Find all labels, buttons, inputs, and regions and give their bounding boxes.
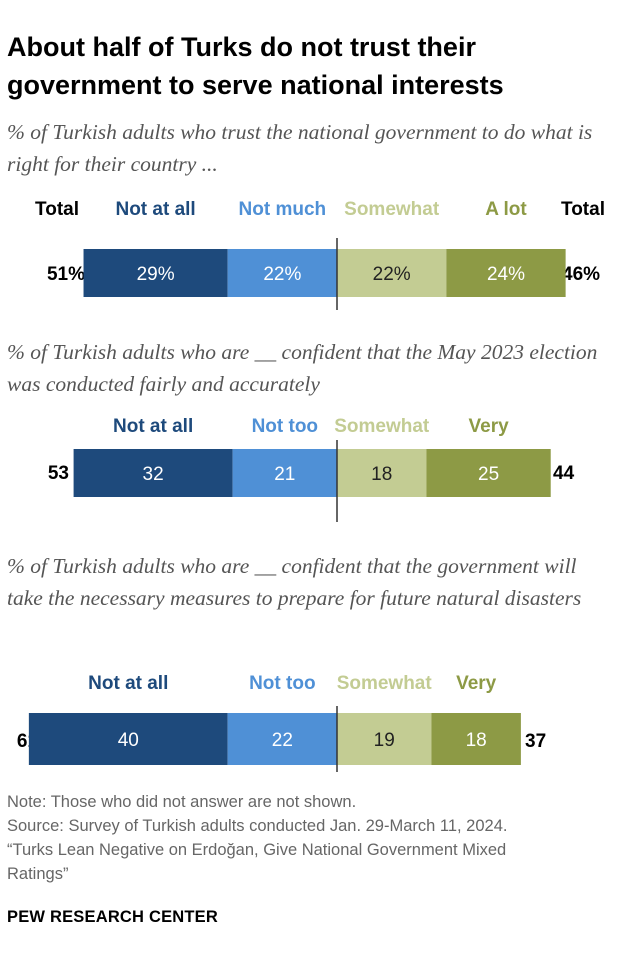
chart-1-legend-cat-1: Not much	[238, 199, 327, 220]
chart-1-total-header-left: Total	[35, 199, 79, 220]
chart-2-legend-cat-2: Somewhat	[334, 416, 430, 437]
chart-1-bar-somewhat	[337, 249, 447, 297]
chart-1-data-label-0: 29%	[137, 264, 175, 285]
chart-1-legend-cat-3: A lot	[485, 199, 527, 220]
chart-3-bars: 40 22 19 18	[28, 706, 521, 772]
chart-1-bar-a-lot	[446, 249, 566, 297]
note-text: Note: Those who did not answer are not s…	[7, 793, 357, 811]
chart-2-legend-cat-1: Not too	[251, 416, 319, 437]
chart-3-bar-not-at-all	[28, 713, 228, 765]
report-title-line-1: “Turks Lean Negative on Erdoğan, Give Na…	[7, 841, 507, 859]
chart-1-bars: 29% 22% 22% 24%	[83, 238, 566, 310]
chart-3-data-label-3: 18	[466, 730, 487, 751]
chart-2-bars: 32 21 18 25	[73, 440, 551, 522]
chart-1-left-total: 51%	[46, 264, 85, 285]
chart-1-subtitle: % of Turkish adults who trust the nation…	[7, 120, 593, 176]
chart-2-bar-not-too	[232, 449, 337, 497]
chart-2-left-total: 53	[47, 463, 69, 484]
chart-1-bar-not-much	[227, 249, 337, 297]
chart-2-bar-very	[426, 449, 551, 497]
pew-logo-text: PEW RESEARCH CENTER	[7, 908, 218, 926]
chart-1-right-total: 46%	[562, 264, 601, 285]
chart-2-bar-somewhat	[337, 449, 427, 497]
chart-title: About half of Turks do not trust their g…	[7, 32, 504, 100]
chart-1-legend-cat-2: Somewhat	[344, 199, 440, 220]
chart-1-data-label-3: 24%	[487, 264, 525, 285]
chart-3-bar-very	[431, 713, 521, 765]
chart-2-subtitle: % of Turkish adults who are __ confident…	[7, 340, 598, 396]
report-title-line-2: Ratings”	[7, 865, 69, 883]
chart-3-subtitle: % of Turkish adults who are __ confident…	[7, 554, 582, 610]
chart-1-legend-cat-0: Not at all	[115, 199, 196, 220]
chart-3-right-total: 37	[525, 731, 547, 752]
chart-3-bar-not-too	[227, 713, 337, 765]
chart-2-data-label-1: 21	[274, 464, 295, 485]
chart-3-legend-cat-3: Very	[456, 673, 497, 694]
chart-1-total-header-right: Total	[561, 199, 605, 220]
chart-2-data-label-3: 25	[478, 464, 499, 485]
chart-1-data-label-2: 22%	[373, 264, 411, 285]
chart-2-data-label-0: 32	[143, 464, 164, 485]
chart-2-legend-cat-0: Not at all	[112, 416, 194, 437]
chart-2-right-total: 44	[553, 463, 575, 484]
chart-3-legend-cat-2: Somewhat	[336, 673, 432, 694]
source-text: Source: Survey of Turkish adults conduct…	[7, 817, 508, 835]
chart-3-bar-somewhat	[337, 713, 432, 765]
chart-3-data-label-2: 19	[374, 730, 395, 751]
chart-3-legend-cat-0: Not at all	[88, 673, 169, 694]
chart-2-data-label-2: 18	[371, 464, 392, 485]
chart-1-data-label-1: 22%	[263, 264, 301, 285]
chart-3-data-label-0: 40	[118, 730, 139, 751]
chart-2-legend-cat-3: Very	[468, 416, 509, 437]
footnotes: Note: Those who did not answer are not s…	[7, 790, 617, 886]
chart-3-data-label-1: 22	[272, 730, 293, 751]
chart-2-bar-not-at-all	[73, 449, 233, 497]
chart-3-legend-cat-1: Not too	[249, 673, 316, 694]
chart-1-bar-not-at-all	[83, 249, 228, 297]
